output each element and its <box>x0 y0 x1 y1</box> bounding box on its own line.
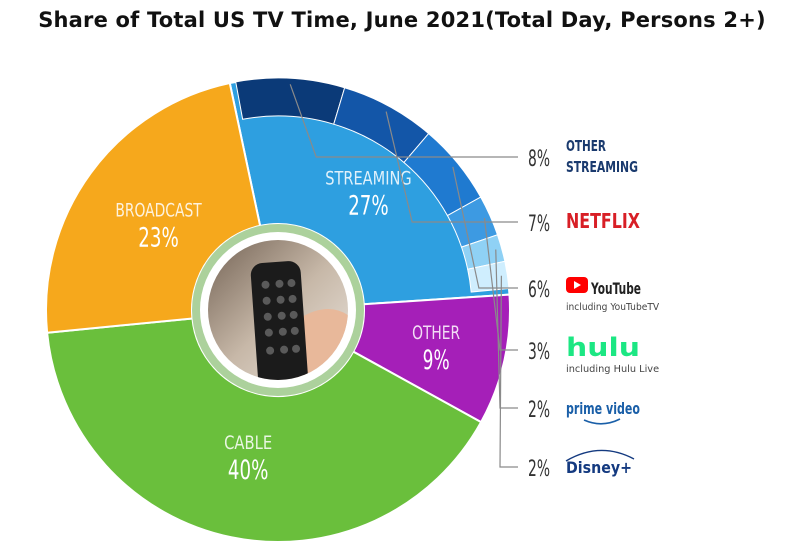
legend-label-hulu: hulu <box>566 333 640 363</box>
legend-value-other-streaming: 8% <box>528 147 550 172</box>
legend-sublabel-hulu: including Hulu Live <box>566 364 659 375</box>
legend-label-disney-: Disney+ <box>566 458 632 477</box>
slice-label-broadcast: BROADCAST <box>115 200 202 222</box>
play-icon <box>574 281 581 289</box>
pie-slices <box>45 77 511 543</box>
leader-line-disney- <box>499 275 518 468</box>
leader-line-other-streaming <box>289 84 518 158</box>
streaming-breakdown-ring <box>235 77 510 293</box>
slice-label-cable: CABLE <box>224 432 272 454</box>
slice-label-streaming: STREAMING <box>325 167 411 189</box>
legend-value-hulu: 3% <box>528 340 550 365</box>
slice-value-other: 9% <box>423 345 450 376</box>
disney-arc-icon <box>565 449 635 462</box>
legend-value-netflix: 7% <box>528 212 550 237</box>
prime-smile-icon <box>583 418 621 425</box>
legend-label-netflix: NETFLIX <box>566 209 640 233</box>
slice-value-broadcast: 23% <box>138 223 179 254</box>
center-photo <box>192 224 364 396</box>
legend-value-disney-: 2% <box>528 457 550 482</box>
legend-value-youtube: 6% <box>528 278 550 303</box>
leader-line-youtube <box>452 166 518 289</box>
streaming-legend: 8% OTHER STREAMING 7% NETFLIX 6% YouTube includ… <box>289 84 660 482</box>
legend-label-other-streaming: STREAMING <box>566 158 638 176</box>
leader-line-hulu <box>483 217 518 351</box>
legend-label-other-streaming: OTHER <box>566 137 606 155</box>
legend-sublabel-youtube: including YouTubeTV <box>566 302 660 313</box>
legend-value-prime-video: 2% <box>528 398 550 423</box>
legend-label-prime-video: prime video <box>566 399 640 418</box>
legend-label-youtube: YouTube <box>590 279 641 298</box>
slice-value-cable: 40% <box>228 455 269 486</box>
slice-value-streaming: 27% <box>348 190 389 221</box>
slice-label-other: OTHER <box>412 322 460 344</box>
leader-line-netflix <box>385 111 518 223</box>
chart-title: Share of Total US TV Time, June 2021(Tot… <box>38 8 766 32</box>
